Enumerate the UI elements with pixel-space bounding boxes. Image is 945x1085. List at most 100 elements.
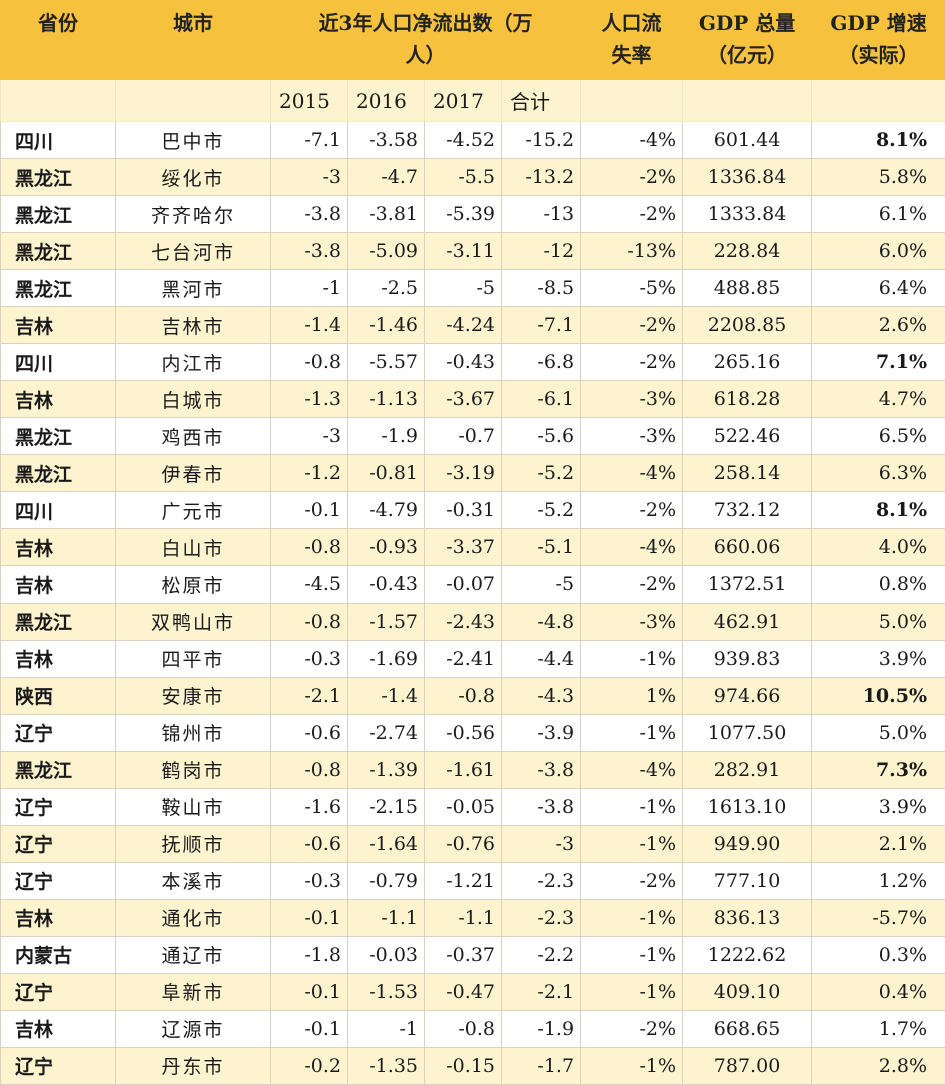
outflow-total-cell: -5: [500, 565, 582, 604]
gdp-growth-cell: 0.3%: [811, 935, 945, 974]
gdp-total-cell: 1372.51: [682, 565, 813, 604]
city-cell: 松原市: [115, 565, 271, 604]
table-row: 内蒙古 通辽市 -1.8 -0.03 -0.37 -2.2 -1% 1222.62 0.3%: [0, 935, 945, 974]
loss-rate-cell: -2%: [580, 195, 684, 234]
header-gdp-total-line2: （亿元）: [707, 43, 788, 67]
table-row: 吉林 通化市 -0.1 -1.1 -1.1 -2.3 -1% 836.13 -5.7%: [0, 898, 945, 937]
province-cell: 吉林: [0, 528, 116, 567]
outflow-2016-cell: -3.81: [347, 195, 425, 234]
header-province: 省份: [0, 0, 116, 81]
table-row: 辽宁 丹东市 -0.2 -1.35 -0.15 -1.7 -1% 787.00 2.8%: [0, 1046, 945, 1085]
outflow-2017-cell: -1.1: [424, 898, 502, 937]
table-row: 辽宁 抚顺市 -0.6 -1.64 -0.76 -3 -1% 949.90 2.1%: [0, 824, 945, 863]
province-cell: 黑龙江: [0, 158, 116, 197]
gdp-growth-cell: 6.1%: [811, 195, 945, 234]
outflow-2015-cell: -1: [270, 269, 348, 308]
province-cell: 内蒙古: [0, 935, 116, 974]
header-gdp-growth-line2: （实际）: [838, 43, 919, 67]
table-row: 辽宁 鞍山市 -1.6 -2.15 -0.05 -3.8 -1% 1613.10 3.9%: [0, 787, 945, 826]
gdp-growth-cell: 4.7%: [811, 380, 945, 419]
loss-rate-cell: -1%: [580, 639, 684, 678]
outflow-2017-cell: -0.8: [424, 1009, 502, 1048]
table-row: 吉林 吉林市 -1.4 -1.46 -4.24 -7.1 -2% 2208.85 2.6%: [0, 306, 945, 345]
table-row: 黑龙江 七台河市 -3.8 -5.09 -3.11 -12 -13% 228.84 6.0%: [0, 232, 945, 271]
city-cell: 抚顺市: [115, 824, 271, 863]
outflow-2015-cell: -7.1: [270, 121, 348, 160]
outflow-2017-cell: -4.52: [424, 121, 502, 160]
outflow-2015-cell: -1.3: [270, 380, 348, 419]
subheader-2016: 2016: [347, 79, 425, 123]
table-row: 吉林 白城市 -1.3 -1.13 -3.67 -6.1 -3% 618.28 4.7%: [0, 380, 945, 419]
outflow-2016-cell: -0.93: [347, 528, 425, 567]
gdp-growth-cell: 7.3%: [811, 750, 945, 789]
outflow-2016-cell: -1.4: [347, 676, 425, 715]
header-loss-rate-line1: 人口流: [601, 11, 662, 35]
outflow-total-cell: -4.4: [500, 639, 582, 678]
city-cell: 鞍山市: [115, 787, 271, 826]
province-cell: 辽宁: [0, 824, 116, 863]
subheader-empty-gdp: [682, 79, 813, 123]
outflow-2015-cell: -1.4: [270, 306, 348, 345]
gdp-growth-cell: 6.5%: [811, 417, 945, 456]
table-row: 吉林 白山市 -0.8 -0.93 -3.37 -5.1 -4% 660.06 4.0%: [0, 528, 945, 567]
province-cell: 黑龙江: [0, 602, 116, 641]
outflow-2015-cell: -3.8: [270, 232, 348, 271]
province-cell: 黑龙江: [0, 454, 116, 493]
table-row: 辽宁 本溪市 -0.3 -0.79 -1.21 -2.3 -2% 777.10 1.2%: [0, 861, 945, 900]
loss-rate-cell: -3%: [580, 380, 684, 419]
outflow-total-cell: -13: [500, 195, 582, 234]
outflow-2016-cell: -1.35: [347, 1046, 425, 1085]
gdp-growth-cell: 7.1%: [811, 343, 945, 382]
outflow-2016-cell: -1.46: [347, 306, 425, 345]
outflow-2015-cell: -3: [270, 417, 348, 456]
outflow-2017-cell: -0.15: [424, 1046, 502, 1085]
gdp-total-cell: 601.44: [682, 121, 813, 160]
outflow-2015-cell: -0.3: [270, 639, 348, 678]
gdp-total-cell: 265.16: [682, 343, 813, 382]
outflow-2017-cell: -3.37: [424, 528, 502, 567]
city-cell: 白城市: [115, 380, 271, 419]
city-cell: 本溪市: [115, 861, 271, 900]
outflow-total-cell: -5.6: [500, 417, 582, 456]
outflow-2017-cell: -1.21: [424, 861, 502, 900]
loss-rate-cell: -5%: [580, 269, 684, 308]
table-row: 四川 广元市 -0.1 -4.79 -0.31 -5.2 -2% 732.12 8.1%: [0, 491, 945, 530]
outflow-total-cell: -3.8: [500, 787, 582, 826]
outflow-2016-cell: -1.39: [347, 750, 425, 789]
province-cell: 陕西: [0, 676, 116, 715]
table-row: 吉林 辽源市 -0.1 -1 -0.8 -1.9 -2% 668.65 1.7%: [0, 1009, 945, 1048]
gdp-total-cell: 488.85: [682, 269, 813, 308]
loss-rate-cell: -1%: [580, 898, 684, 937]
city-cell: 广元市: [115, 491, 271, 530]
table-row: 黑龙江 鸡西市 -3 -1.9 -0.7 -5.6 -3% 522.46 6.5%: [0, 417, 945, 456]
outflow-2015-cell: -0.8: [270, 343, 348, 382]
subheader-2015: 2015: [270, 79, 348, 123]
loss-rate-cell: 1%: [580, 676, 684, 715]
gdp-total-cell: 1613.10: [682, 787, 813, 826]
header-gdp-total: GDP 总量 （亿元）: [682, 0, 813, 81]
header-row: 省份 城市 近3年人口净流出数（万 人） 人口流 失率 GDP 总量 （亿元） …: [0, 0, 945, 81]
loss-rate-cell: -2%: [580, 158, 684, 197]
outflow-2017-cell: -3.19: [424, 454, 502, 493]
header-net-outflow-line2: 人）: [405, 43, 446, 67]
province-cell: 黑龙江: [0, 232, 116, 271]
gdp-growth-cell: 5.0%: [811, 713, 945, 752]
city-cell: 鹤岗市: [115, 750, 271, 789]
gdp-total-cell: 462.91: [682, 602, 813, 641]
gdp-total-cell: 1333.84: [682, 195, 813, 234]
loss-rate-cell: -3%: [580, 417, 684, 456]
province-cell: 吉林: [0, 639, 116, 678]
city-cell: 白山市: [115, 528, 271, 567]
city-cell: 辽源市: [115, 1009, 271, 1048]
loss-rate-cell: -2%: [580, 306, 684, 345]
gdp-growth-cell: 1.2%: [811, 861, 945, 900]
outflow-total-cell: -4.3: [500, 676, 582, 715]
gdp-growth-cell: 6.3%: [811, 454, 945, 493]
outflow-2015-cell: -0.6: [270, 713, 348, 752]
loss-rate-cell: -4%: [580, 750, 684, 789]
loss-rate-cell: -4%: [580, 121, 684, 160]
province-cell: 吉林: [0, 898, 116, 937]
gdp-growth-cell: 3.9%: [811, 639, 945, 678]
outflow-total-cell: -4.8: [500, 602, 582, 641]
